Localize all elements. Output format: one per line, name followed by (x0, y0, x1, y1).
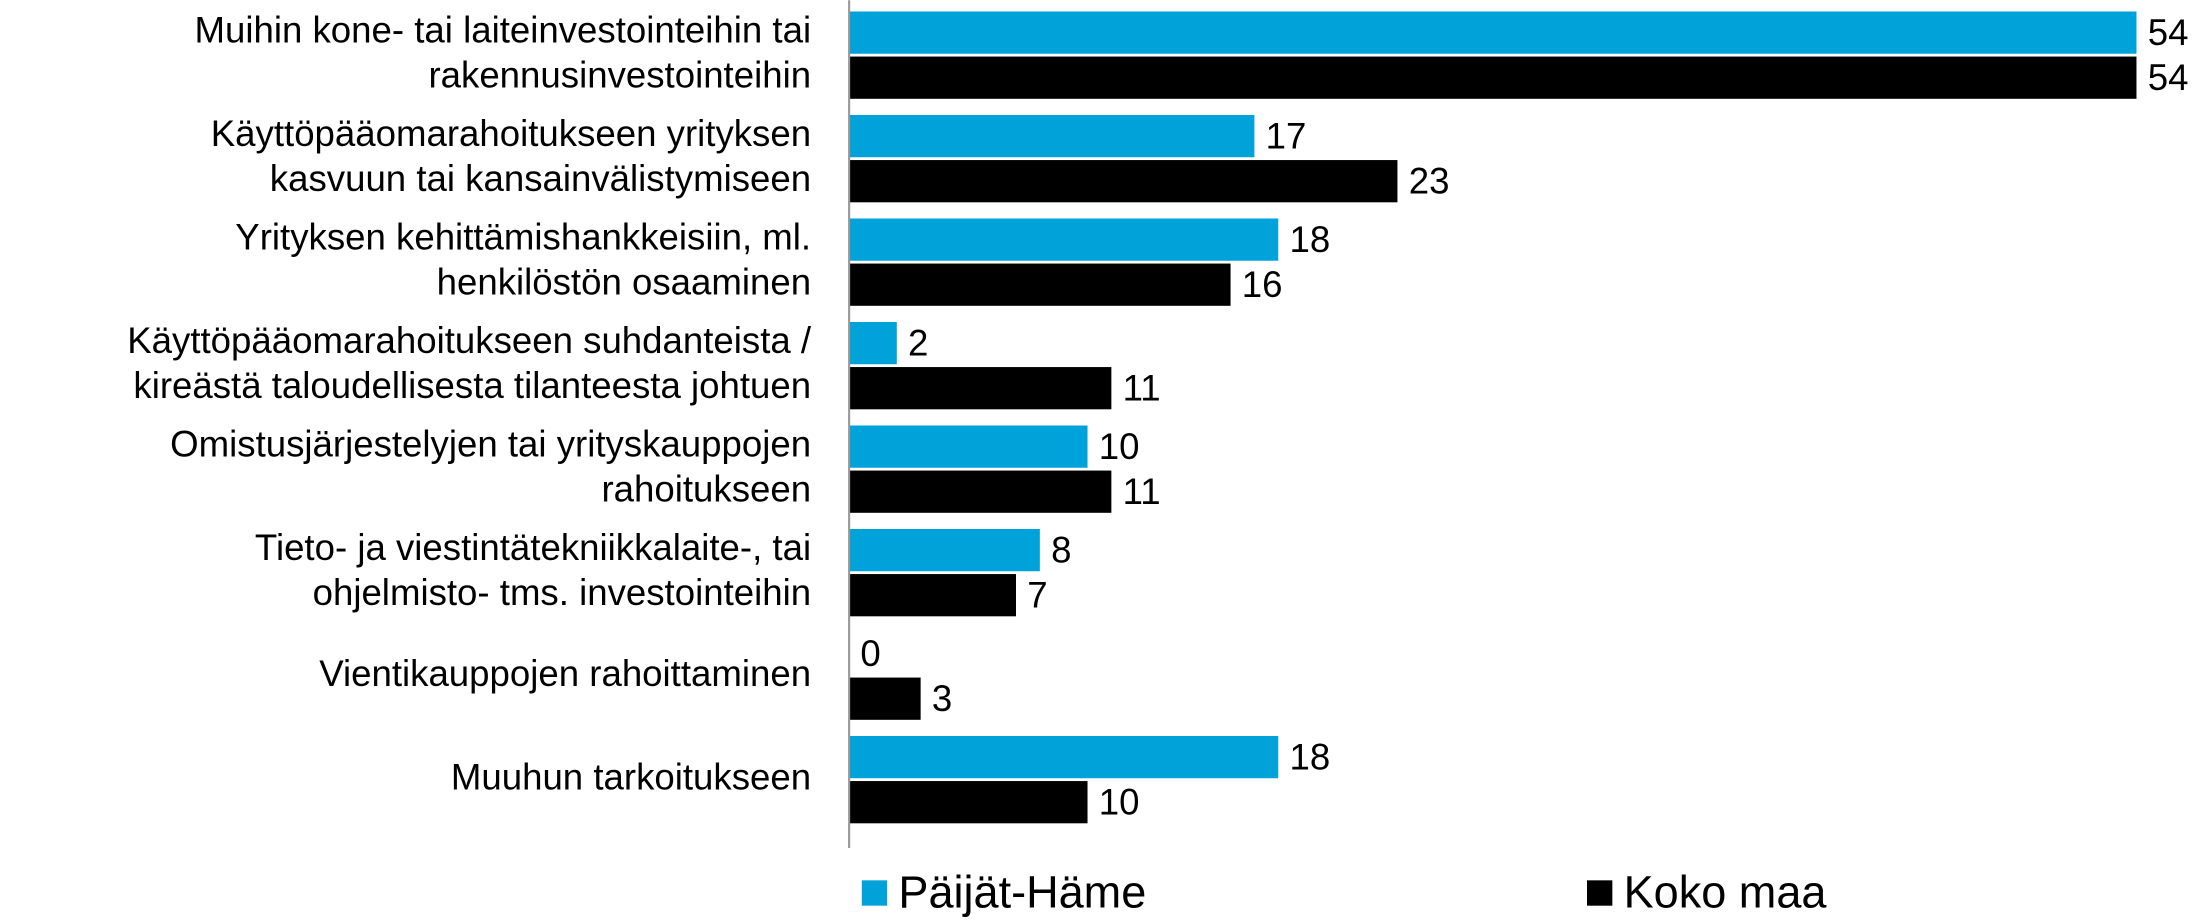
value-label: 18 (1290, 737, 1331, 778)
bar (849, 56, 2137, 99)
category-label: rahoitukseen (601, 468, 811, 509)
category-label: Omistusjärjestelyjen tai yrityskauppojen (170, 423, 811, 464)
value-label: 11 (1123, 368, 1161, 409)
category-label: Vientikauppojen rahoittaminen (319, 653, 811, 694)
bar (849, 11, 2137, 54)
value-label: 11 (1123, 471, 1161, 512)
value-label: 2 (908, 323, 928, 364)
bar (849, 263, 1231, 306)
bar (849, 322, 897, 365)
legend-swatch (861, 880, 888, 906)
category-label: Käyttöpääomarahoitukseen suhdanteista / (127, 320, 812, 361)
value-label: 16 (1242, 264, 1283, 305)
bar (849, 218, 1279, 261)
legend-swatch (1587, 880, 1613, 906)
legend-label: Päijät-Häme (898, 867, 1146, 918)
bar (849, 160, 1398, 203)
bar (849, 470, 1112, 513)
value-label: 3 (932, 678, 952, 719)
bar (849, 677, 921, 720)
bar (849, 781, 1088, 824)
bar (849, 736, 1279, 779)
category-label: Käyttöpääomarahoitukseen yrityksen (211, 113, 811, 154)
value-label: 17 (1266, 116, 1307, 157)
category-label: Tieto- ja viestintätekniikkalaite-, tai (255, 527, 811, 568)
category-label: henkilöstön osaaminen (437, 261, 811, 302)
category-label: kireästä taloudellisesta tilanteesta joh… (133, 365, 811, 406)
bar (849, 425, 1088, 468)
category-label: ohjelmisto- tms. investointeihin (313, 572, 812, 613)
value-label: 54 (2148, 57, 2189, 98)
category-label: rakennusinvestointeihin (428, 54, 811, 95)
category-label: Muuhun tarkoitukseen (451, 756, 811, 797)
value-label: 18 (1290, 219, 1331, 260)
bar (849, 529, 1040, 572)
bar (849, 115, 1255, 158)
category-label: kasvuun tai kansainvälistymiseen (270, 158, 811, 199)
category-label: Muihin kone- tai laiteinvestointeihin ta… (194, 9, 811, 50)
value-label: 7 (1027, 575, 1047, 616)
value-label: 10 (1099, 426, 1140, 467)
bar (849, 574, 1017, 617)
category-label: Yrityksen kehittämishankkeisiin, ml. (235, 216, 811, 257)
value-label: 0 (860, 633, 880, 674)
value-label: 8 (1051, 530, 1071, 571)
legend-label: Koko maa (1624, 867, 1828, 918)
value-label: 10 (1099, 782, 1140, 823)
value-label: 54 (2148, 12, 2189, 53)
bar (849, 367, 1112, 410)
value-label: 23 (1409, 161, 1450, 202)
